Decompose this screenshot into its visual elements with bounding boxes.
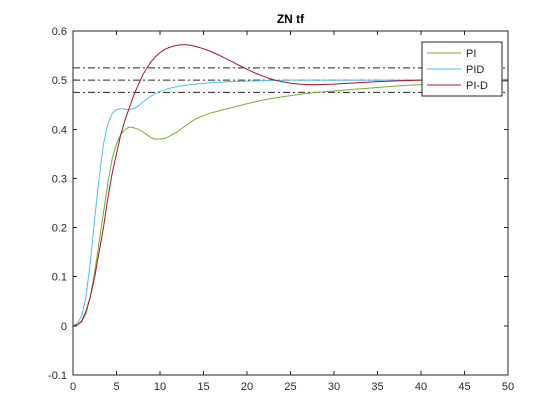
y-tick-label: 0 [61,321,67,333]
series-line-pid [72,79,508,327]
y-tick-label: -0.1 [48,370,67,382]
legend-label-pid: PID [466,64,484,76]
series-line-pi [72,80,509,327]
series-lines [72,44,509,327]
y-tick-label: 0.5 [52,75,67,87]
x-tick-label: 5 [113,381,119,393]
x-tick-label: 0 [70,381,76,393]
y-tick-label: 0.1 [52,272,67,284]
chart-title: ZN tf [277,12,305,26]
x-tick-label: 10 [154,381,166,393]
x-tick-label: 35 [371,381,383,393]
x-tick-label: 25 [284,381,296,393]
y-tick-label: 0.4 [52,124,67,136]
series-line-pi-d [72,44,508,327]
x-tick-label: 15 [197,381,209,393]
y-tick-label: 0.2 [52,223,67,235]
y-tick-label: 0.3 [52,173,67,185]
y-tick-label: 0.6 [52,26,67,38]
ticks: 0 5 10 15 20 25 30 35 40 45 50-0.100.10.20.30.40.5… [48,26,514,393]
x-tick-label: 50 [502,381,514,393]
x-tick-label: 45 [458,381,470,393]
legend-label-pi: PI [466,48,476,60]
legend-label-pi-d: PI-D [466,80,488,92]
x-tick-label: 40 [415,381,427,393]
legend: PI PID PI-D [421,41,503,97]
x-tick-label: 30 [328,381,340,393]
x-tick-label: 20 [241,381,253,393]
